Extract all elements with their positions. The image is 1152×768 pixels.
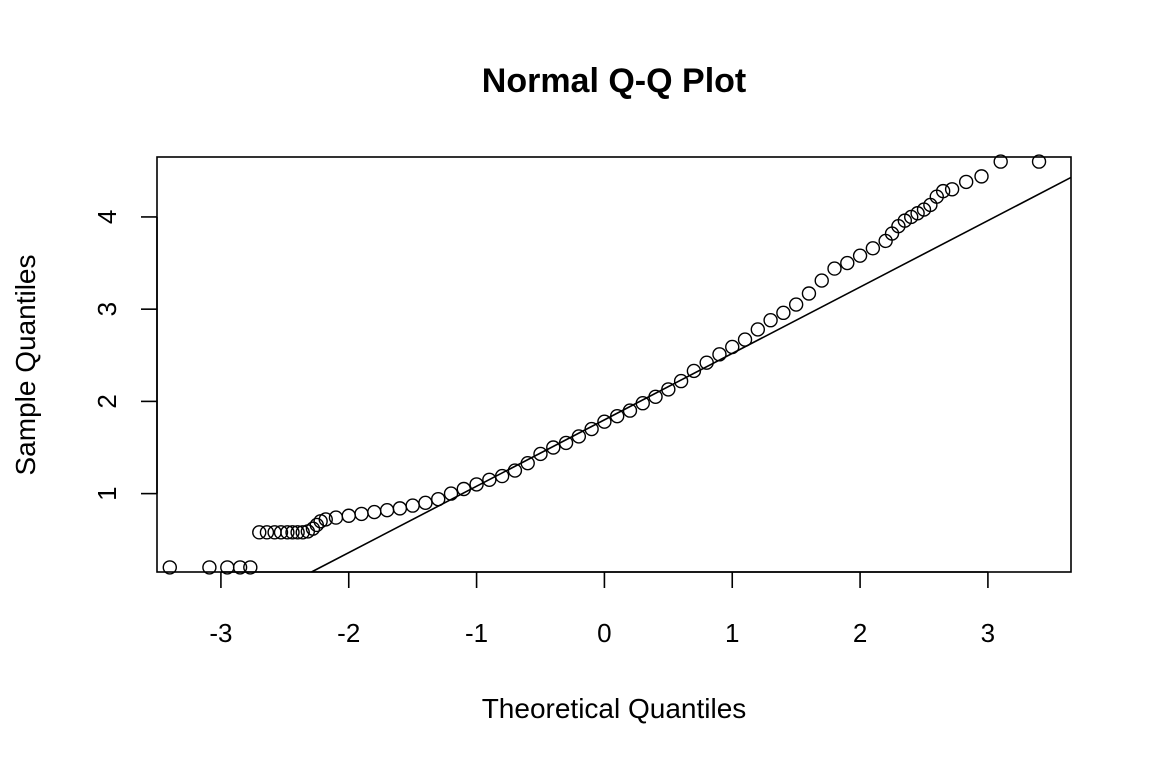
x-tick-label: 1 (725, 618, 739, 648)
data-point (443, 486, 459, 501)
data-point (273, 525, 289, 540)
data-point (520, 455, 535, 471)
data-point (852, 248, 868, 263)
data-point (958, 174, 974, 190)
data-point (558, 435, 574, 451)
data-point (725, 339, 740, 355)
data-point (840, 255, 855, 271)
x-axis-label: Theoretical Quantiles (482, 693, 747, 724)
y-axis-label: Sample Quantiles (10, 254, 41, 475)
y-axis: 1 2 3 4 (92, 210, 158, 501)
data-point (865, 241, 881, 256)
x-tick-label: -3 (209, 618, 232, 648)
data-point (827, 261, 842, 276)
y-tick-label: 2 (92, 394, 122, 408)
y-tick-label: 1 (92, 486, 122, 500)
qq-reference-line (311, 176, 1072, 573)
data-point (622, 403, 638, 418)
data-point (202, 560, 217, 575)
data-point (285, 525, 300, 540)
data-point (252, 525, 267, 540)
data-point (571, 429, 587, 444)
y-tick-label: 4 (92, 210, 122, 224)
data-point (737, 332, 753, 347)
data-point (482, 472, 497, 487)
reference-line-group (311, 176, 1072, 573)
data-point (712, 347, 727, 362)
data-point (379, 503, 395, 518)
data-point (935, 183, 951, 199)
data-point (750, 322, 766, 337)
data-point (609, 408, 625, 424)
data-point (290, 525, 305, 540)
data-point (259, 525, 275, 540)
data-point (546, 440, 561, 455)
data-point (494, 468, 510, 484)
points-group (162, 154, 1047, 575)
data-point (295, 525, 310, 540)
data-point (584, 421, 599, 437)
data-point (974, 169, 989, 184)
data-point (673, 373, 689, 389)
data-point (162, 560, 177, 575)
data-point (814, 273, 829, 288)
data-point (635, 396, 650, 411)
chart-title: Normal Q-Q Plot (482, 62, 746, 100)
data-point (456, 481, 471, 497)
data-point (405, 498, 420, 513)
data-point (993, 154, 1008, 169)
data-point (280, 525, 295, 540)
x-tick-label: 2 (853, 618, 867, 648)
x-tick-label: 0 (597, 618, 611, 648)
data-point (392, 501, 408, 516)
x-tick-label: 3 (981, 618, 995, 648)
data-point (305, 521, 321, 536)
data-point (944, 182, 960, 197)
data-point (367, 504, 382, 520)
data-point (232, 560, 248, 575)
y-tick-label: 3 (92, 302, 122, 316)
x-tick-label: -2 (337, 618, 360, 648)
data-point (418, 495, 433, 511)
data-point (648, 389, 663, 404)
data-point (788, 297, 804, 312)
data-point (661, 382, 676, 397)
data-point (431, 491, 446, 507)
data-point (686, 363, 702, 379)
data-point (533, 446, 548, 462)
data-point (763, 313, 778, 328)
data-point (801, 286, 817, 301)
plot-frame (156, 156, 1072, 573)
x-axis: -3 -2 -1 0 1 2 3 (209, 571, 995, 648)
data-point (354, 506, 369, 522)
data-point (699, 355, 714, 370)
data-point (243, 560, 258, 575)
data-point (469, 477, 484, 492)
data-point (1031, 154, 1047, 169)
data-point (507, 463, 523, 478)
data-point (318, 512, 333, 527)
data-point (341, 508, 356, 523)
data-point (597, 414, 612, 429)
x-tick-label: -1 (465, 618, 488, 648)
data-point (776, 305, 791, 321)
